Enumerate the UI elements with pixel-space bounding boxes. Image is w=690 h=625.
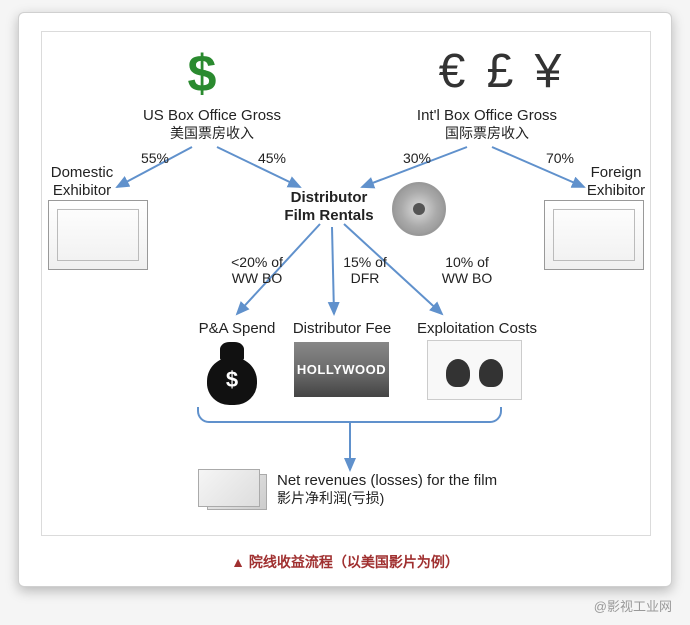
- hollywood-icon: HOLLYWOOD: [294, 342, 389, 397]
- pct-distfee: 15% of DFR: [330, 254, 400, 286]
- film-reel-icon: [392, 182, 446, 236]
- foreign-exhibitor-label: Foreign Exhibitor: [580, 164, 652, 200]
- us-title-en: US Box Office Gross: [143, 107, 281, 124]
- pct-intl-distributor: 30%: [392, 150, 442, 166]
- us-box-office-label: US Box Office Gross 美国票房收入: [132, 107, 292, 143]
- net-en: Net revenues (losses) for the film: [277, 472, 497, 489]
- domestic-exhibitor-label: Domestic Exhibitor: [42, 164, 122, 200]
- us-title-cn: 美国票房收入: [170, 125, 254, 141]
- moneybag-icon: [202, 340, 262, 405]
- exploitation-icon: [427, 340, 522, 400]
- brace: [197, 407, 502, 423]
- intl-title-cn: 国际票房收入: [445, 125, 529, 141]
- pct-us-exhibitor: 55%: [130, 150, 180, 166]
- domestic-exhibitor-icon: [48, 200, 148, 270]
- pct-us-distributor: 45%: [247, 150, 297, 166]
- net-revenue-label: Net revenues (losses) for the film 影片净利润…: [277, 472, 537, 508]
- net-cn: 影片净利润(亏损): [277, 490, 384, 506]
- foreign-exhibitor-icon: [544, 200, 644, 270]
- pct-exploit: 10% of WW BO: [427, 254, 507, 286]
- diagram-canvas: $ € £ ¥ US Box Office Gross 美国票房收入 Int'l…: [41, 31, 651, 536]
- pct-pa: <20% of WW BO: [217, 254, 297, 286]
- intl-currency-icons: € £ ¥: [412, 44, 592, 99]
- caption: ▲ 院线收益流程（以美国影片为例）: [19, 552, 671, 572]
- exploitation-costs-label: Exploitation Costs: [407, 320, 547, 338]
- dollar-icon: $: [172, 44, 232, 104]
- pa-spend-label: P&A Spend: [182, 320, 292, 338]
- intl-box-office-label: Int'l Box Office Gross 国际票房收入: [402, 107, 572, 143]
- cash-icon: [207, 474, 267, 510]
- pct-intl-exhibitor: 70%: [535, 150, 585, 166]
- diagram-frame: $ € £ ¥ US Box Office Gross 美国票房收入 Int'l…: [18, 12, 672, 587]
- distributor-label: Distributor Film Rentals: [264, 189, 394, 225]
- watermark: @影视工业网: [594, 596, 672, 615]
- distributor-fee-label: Distributor Fee: [282, 320, 402, 338]
- intl-title-en: Int'l Box Office Gross: [417, 107, 557, 124]
